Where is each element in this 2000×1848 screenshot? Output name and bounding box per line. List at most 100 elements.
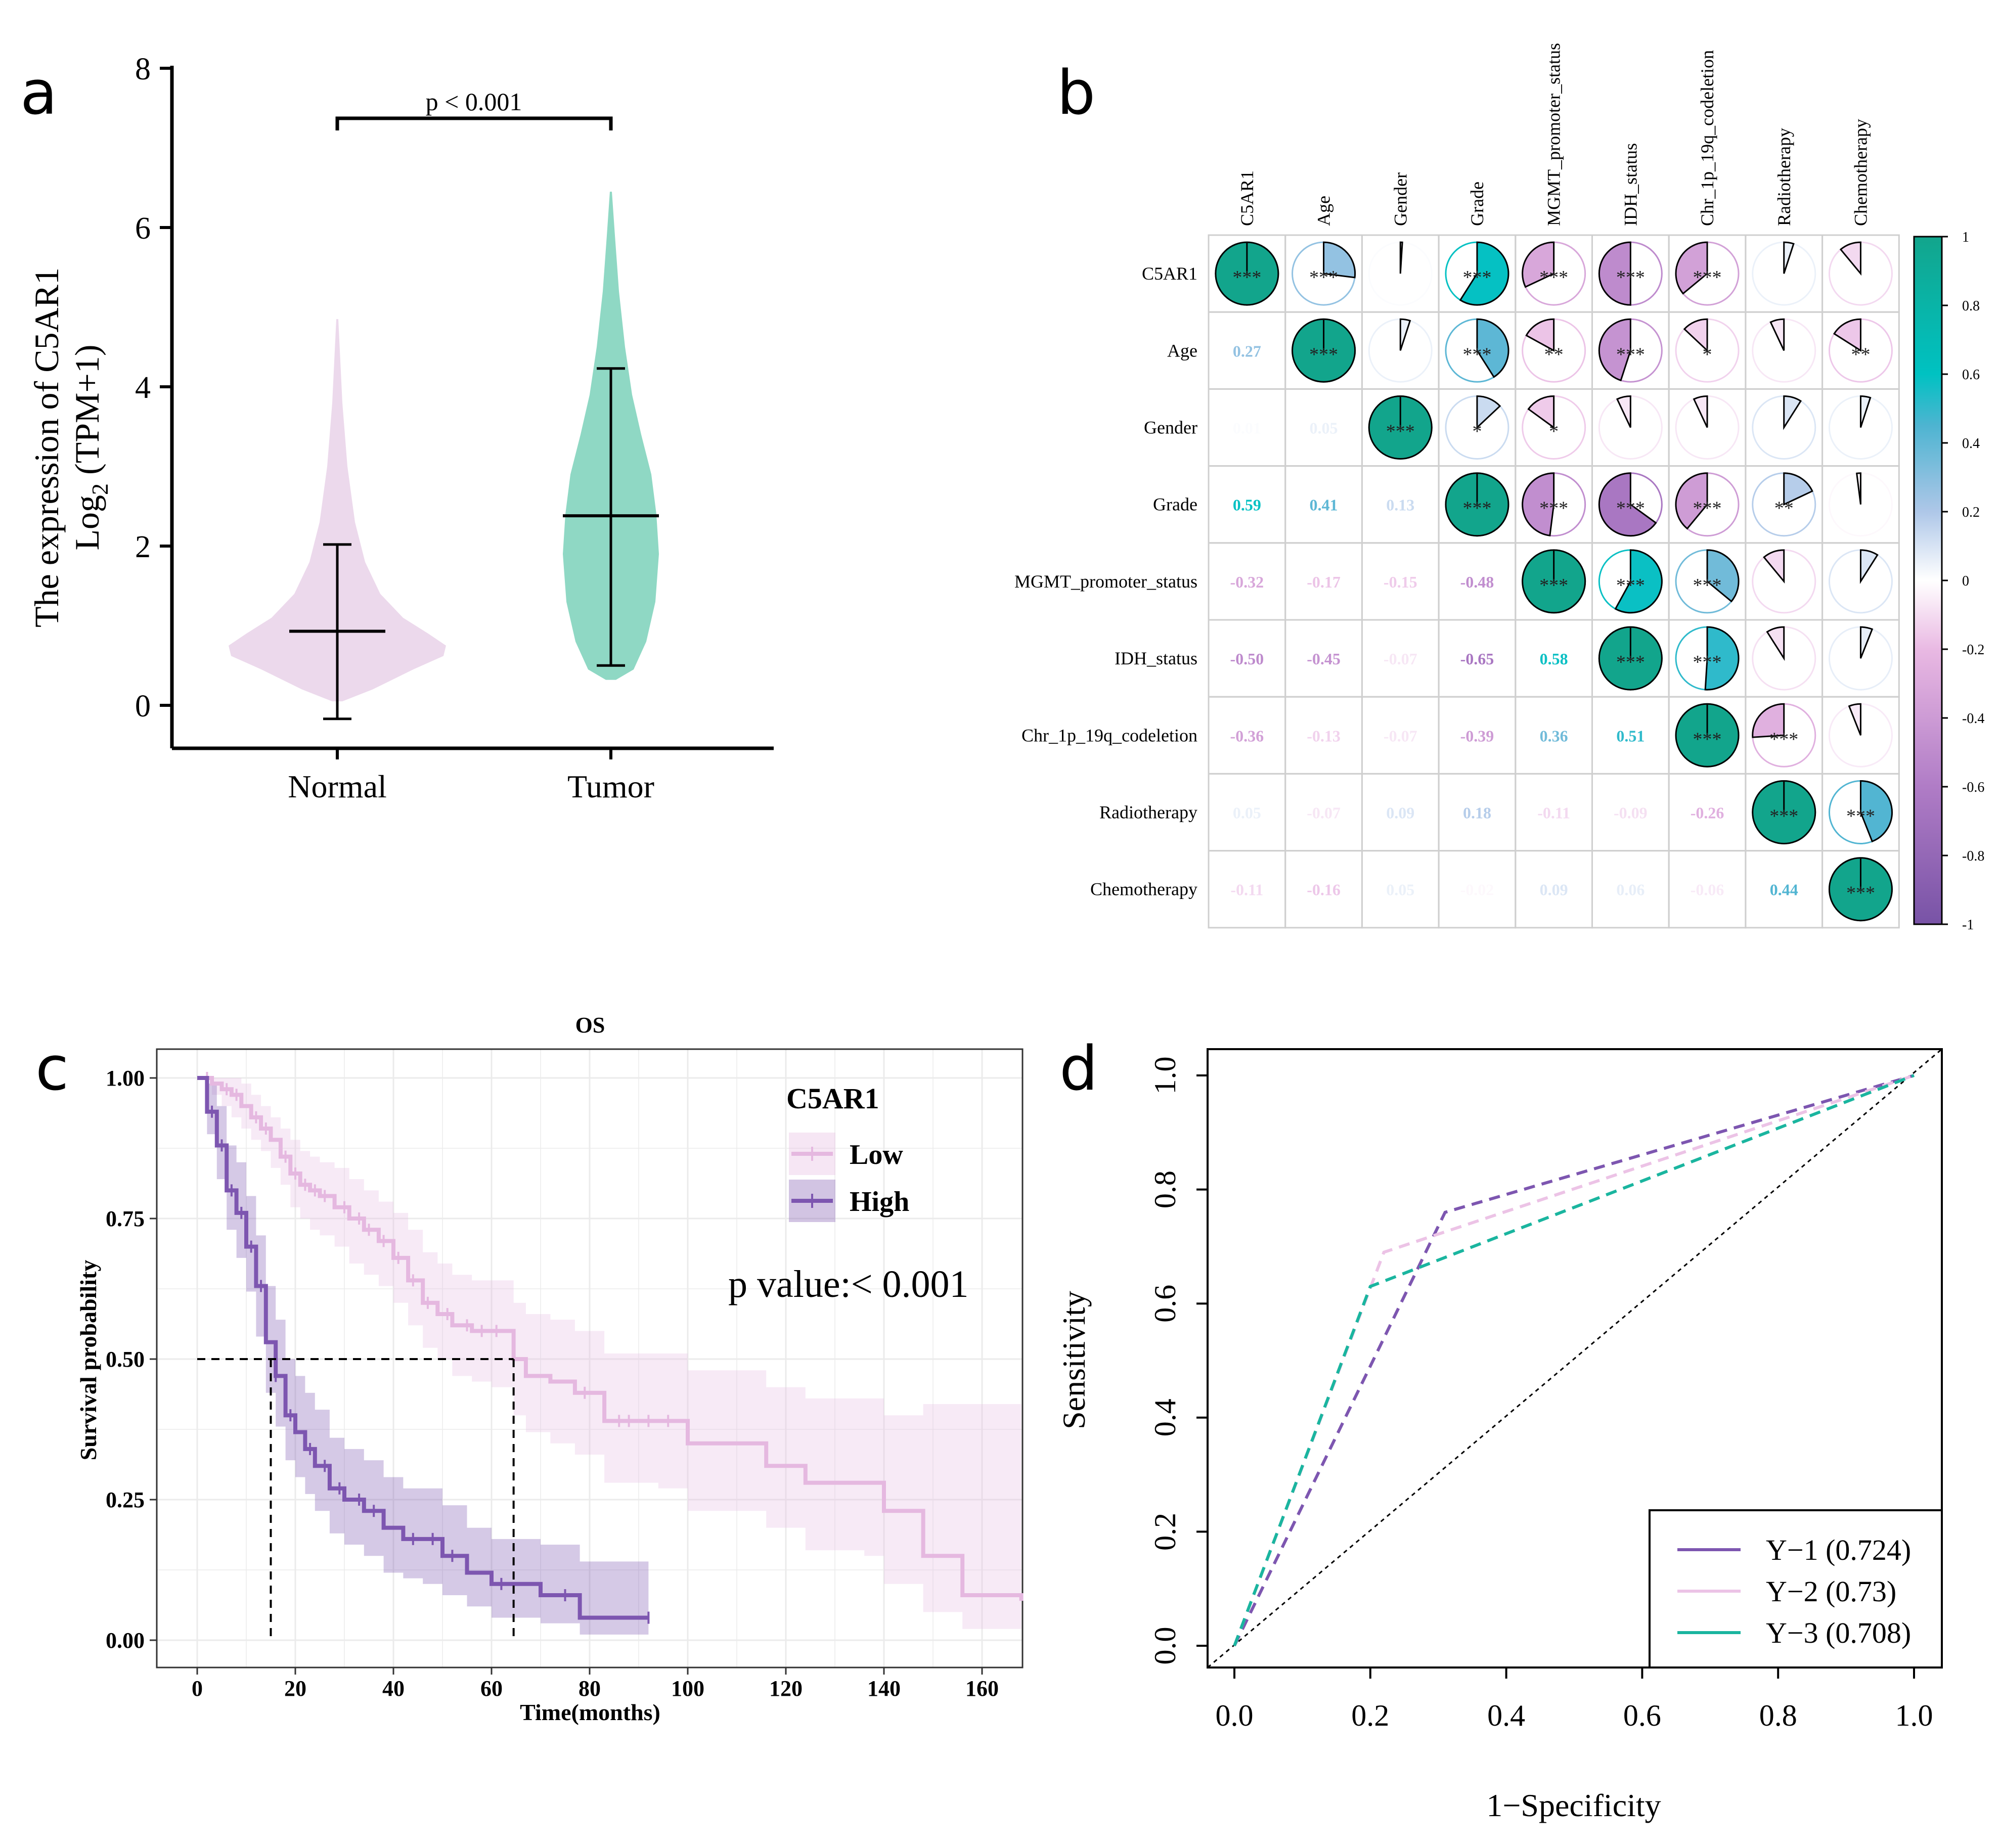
correlation-value: 0.27	[1233, 342, 1261, 360]
correlation-value: -0.15	[1384, 573, 1417, 591]
y-tick-label: 0.25	[106, 1488, 145, 1512]
correlation-value: -0.32	[1230, 573, 1264, 591]
pvalue-label: p < 0.001	[426, 87, 522, 116]
correlation-value: -0.16	[1307, 881, 1341, 899]
y-tick-label: 0.00	[106, 1628, 145, 1653]
legend-label-low: Low	[850, 1139, 903, 1170]
column-label: Gender	[1390, 172, 1410, 226]
column-label: Radiotherapy	[1774, 128, 1794, 226]
significance-stars: ***	[1693, 267, 1722, 288]
row-label: C5AR1	[1142, 263, 1197, 284]
significance-stars: *	[1549, 421, 1559, 442]
correlation-value: -0.11	[1230, 881, 1263, 899]
correlation-value: -0.45	[1307, 650, 1341, 668]
significance-stars: ***	[1539, 575, 1568, 596]
x-tick-label: 140	[867, 1676, 901, 1701]
significance-stars: ***	[1769, 806, 1798, 827]
km-plot-area: 0 20 40 60 80 100 120 140 160 0.00 0.25 0.50 0.75 1.0…	[75, 1048, 1024, 1725]
column-label: Chr_1p_19q_codeletion	[1697, 50, 1717, 226]
correlation-value: -0.07	[1384, 727, 1417, 745]
pie-wedge	[1598, 241, 1631, 306]
y-tick-label: 1.0	[1148, 1057, 1182, 1095]
row-label: IDH_status	[1115, 648, 1197, 668]
correlation-value: -0.06	[1691, 881, 1724, 899]
significance-stars: ***	[1232, 267, 1261, 288]
colorbar-tick-label: 1	[1962, 230, 1969, 245]
significance-stars: ***	[1616, 267, 1645, 288]
x-axis-title: 1−Specificity	[1486, 1787, 1661, 1823]
correlation-value: -0.09	[1614, 804, 1648, 822]
pie-wedge	[1598, 318, 1631, 382]
column-label: IDH_status	[1620, 143, 1640, 226]
correlation-value: 0.36	[1540, 727, 1568, 745]
legend-label-high: High	[850, 1186, 909, 1218]
x-tick-label: 20	[284, 1676, 306, 1701]
panel-c-survival-chart: c OS 0 20 40 60 80 100 120 140 160 0.00 0.25 0.50 0.…	[35, 1013, 1024, 1725]
pie-wedge	[1763, 549, 1785, 584]
correlation-value: 0.44	[1770, 881, 1798, 899]
colorbar-tick-label: -1	[1962, 917, 1974, 933]
panel-a-ylabel: The expression of C5AR1 Log2 (TPM+1)	[27, 267, 113, 627]
correlation-value: 0.41	[1310, 496, 1338, 514]
reference-diagonal	[1207, 1048, 1942, 1669]
pie-wedge	[1476, 318, 1509, 378]
correlation-value: -0.17	[1307, 573, 1341, 591]
y-tick-label: 6	[135, 211, 151, 246]
colorbar-tick-label: -0.6	[1962, 780, 1984, 795]
x-tick-label: 60	[480, 1676, 503, 1701]
significance-stars: ***	[1693, 652, 1722, 673]
correlation-value: 0.01	[1233, 419, 1261, 437]
pie-wedge	[1856, 472, 1861, 505]
row-label: Grade	[1153, 494, 1197, 515]
roc-curve-1	[1233, 1074, 1915, 1647]
pie-wedge	[1614, 549, 1663, 614]
y-tick-label: 0.2	[1148, 1513, 1182, 1551]
roc-curve-2	[1233, 1074, 1915, 1647]
pie-wedge	[1706, 549, 1740, 603]
x-tick-label: 160	[965, 1676, 999, 1701]
significance-stars: **	[1774, 498, 1794, 519]
pie-wedge	[1859, 780, 1893, 843]
panel-b-correlation-matrix: b C5AR1 C5AR1 Age Age Gender Gender Grade Grade…	[1014, 43, 1984, 933]
x-tick-label: 120	[769, 1676, 803, 1701]
legend-label-1: Y−1 (0.724)	[1766, 1534, 1911, 1566]
row-label: Age	[1167, 340, 1197, 360]
pie-wedge	[1527, 395, 1555, 429]
y-tick-label: 0.4	[1148, 1399, 1182, 1436]
significance-stars: ***	[1693, 729, 1722, 750]
column-label: Chemotherapy	[1850, 119, 1871, 226]
x-tick-label-tumor: Tumor	[567, 769, 654, 804]
x-tick-label: 100	[671, 1676, 704, 1701]
pie-wedge	[1766, 626, 1785, 661]
x-tick-label: 0.0	[1216, 1699, 1254, 1732]
legend-label-2: Y−2 (0.73)	[1766, 1575, 1896, 1608]
pie-wedge	[1752, 703, 1785, 738]
pie-wedge	[1399, 241, 1403, 274]
pie-wedge	[1476, 395, 1501, 429]
significance-stars: ***	[1846, 883, 1875, 904]
pie-wedge	[1522, 472, 1555, 536]
significance-stars: ***	[1462, 267, 1491, 288]
correlation-value: -0.13	[1307, 727, 1341, 745]
correlation-value: 0.18	[1463, 804, 1491, 822]
pie-wedge	[1839, 241, 1861, 276]
y-tick-label: 4	[135, 371, 151, 405]
correlation-value: -0.50	[1230, 650, 1264, 668]
violin-normal	[229, 319, 446, 702]
y-tick-label: 0.6	[1148, 1285, 1182, 1323]
correlation-value: 0.58	[1540, 650, 1568, 668]
km-legend: C5AR1 Low High	[786, 1082, 909, 1222]
row-label: Gender	[1144, 418, 1197, 438]
km-pvalue: p value:< 0.001	[728, 1263, 969, 1305]
significance-stars: ***	[1693, 575, 1722, 596]
row-label: Chr_1p_19q_codeletion	[1021, 725, 1197, 745]
correlation-value: -0.36	[1230, 727, 1264, 745]
pie-wedge	[1859, 395, 1872, 428]
significance-stars: ***	[1462, 344, 1491, 365]
x-axis-title: Time(months)	[520, 1699, 660, 1725]
correlation-grid: C5AR1 C5AR1 Age Age Gender Gender Grade Grade MG…	[1014, 43, 1900, 929]
correlation-value: 0.59	[1233, 496, 1261, 514]
legend-title: C5AR1	[786, 1082, 879, 1115]
significance-stars: **	[1544, 344, 1564, 365]
